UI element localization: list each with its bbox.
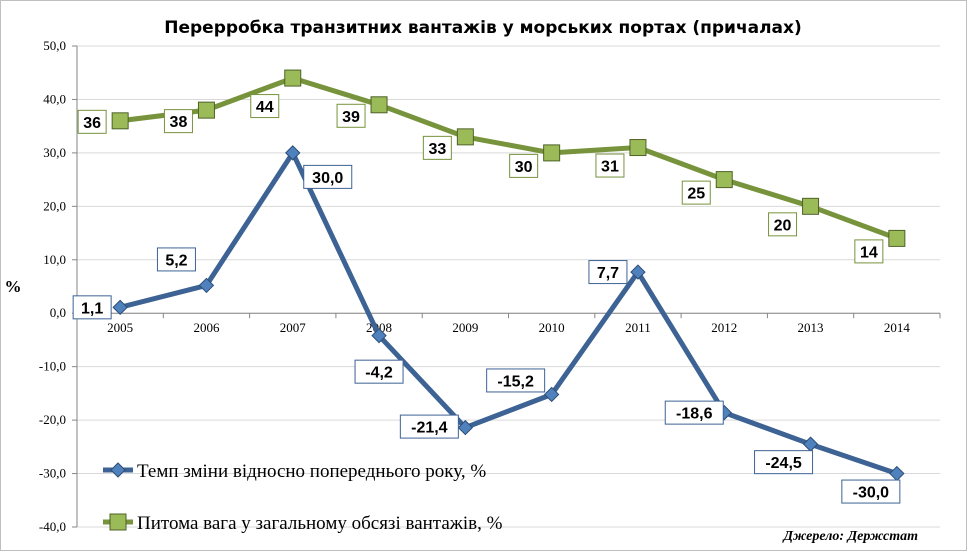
data-point-temp	[630, 264, 646, 280]
axes: 50,0 40,0 30,0 20,0 10,0 0,0 -10,0 -20,0 -30,0 -4…	[39, 38, 941, 534]
data-label-share: 30	[515, 159, 533, 176]
data-label-temp-box	[841, 479, 901, 504]
data-label-share-box	[163, 109, 193, 134]
data-label-temp: -15,2	[497, 373, 534, 390]
x-tick-label: 2010	[539, 320, 565, 335]
data-label-share: 33	[428, 141, 446, 158]
y-tick-label: 20,0	[43, 198, 66, 213]
data-point-temp	[285, 145, 301, 161]
data-label-share: 31	[601, 159, 619, 176]
data-point-share	[370, 96, 388, 114]
x-tick-label: 2009	[452, 320, 478, 335]
legend: Темп зміни відносно попереднього року, %…	[103, 461, 503, 534]
y-tick-label: 0,0	[50, 305, 66, 320]
series-group	[111, 69, 906, 482]
series-line-share	[117, 75, 900, 241]
data-point-temp	[112, 299, 128, 316]
y-tick-label: 30,0	[43, 145, 66, 160]
x-tick-label: 2007	[280, 320, 307, 335]
data-label-share: 20	[774, 217, 792, 234]
x-tick-label: 2005	[107, 320, 133, 335]
data-label-share-box	[854, 239, 884, 264]
x-tick-label: 2013	[798, 320, 824, 335]
data-point-temp	[543, 386, 560, 403]
data-label-temp: 30,0	[312, 170, 343, 187]
y-tick-label: 50,0	[43, 38, 66, 53]
data-label-share-box	[681, 180, 711, 205]
series-line-temp	[117, 150, 900, 477]
data-label-temp: 1,1	[81, 300, 103, 317]
data-point-temp	[457, 419, 474, 436]
data-label-temp: 7,7	[597, 265, 619, 282]
legend-label-temp: Темп зміни відносно попереднього року, %	[137, 461, 486, 482]
y-axis-label: %	[5, 277, 22, 296]
legend-marker-temp	[110, 462, 126, 478]
y-tick-label: -40,0	[39, 519, 66, 534]
data-label-temp-box	[588, 260, 628, 285]
data-label-temp-box	[303, 164, 353, 189]
data-label-temp: -18,6	[676, 406, 713, 423]
data-label-share: 36	[83, 115, 101, 132]
x-tick-label: 2006	[193, 320, 220, 335]
source-note: Джерело: Держстат	[781, 529, 918, 544]
data-point-share	[888, 229, 906, 247]
x-tick-label: 2014	[884, 320, 911, 335]
data-label-share-box	[595, 153, 625, 178]
data-label-temp: 5,2	[165, 252, 187, 269]
data-label-temp-box	[156, 247, 196, 272]
data-point-share	[715, 171, 733, 189]
data-label-share-box	[509, 153, 539, 178]
data-label-share: 25	[687, 186, 705, 203]
y-tick-label: -30,0	[39, 466, 66, 481]
data-label-temp: -4,2	[365, 365, 393, 382]
legend-marker-share	[109, 513, 127, 531]
data-point-share	[802, 197, 820, 215]
data-point-temp	[802, 436, 819, 452]
data-label-temp: -21,4	[411, 420, 448, 437]
y-tick-label: 40,0	[43, 91, 66, 106]
y-tick-label: -20,0	[39, 412, 66, 427]
data-point-share	[543, 144, 561, 162]
data-label-temp-box	[72, 295, 112, 320]
data-labels: 36 38 44 39 33 30 31 25 20 14 1,1 5,2 30,0 -4,2 -21,4 -…	[72, 94, 901, 504]
data-label-share-box	[336, 103, 366, 128]
data-label-temp-box	[486, 368, 546, 393]
data-point-share	[197, 101, 215, 119]
data-point-share	[284, 69, 302, 87]
data-label-share-box	[768, 212, 798, 237]
data-point-share	[111, 112, 129, 130]
data-label-share-box	[77, 109, 107, 134]
data-point-temp	[198, 277, 215, 294]
x-tick-label: 2011	[625, 320, 651, 335]
data-label-temp: -24,5	[765, 455, 802, 472]
x-tick-label: 2012	[711, 320, 737, 335]
data-label-share-box	[422, 135, 452, 160]
data-point-share	[456, 128, 474, 146]
data-label-share: 39	[342, 109, 360, 126]
data-label-share: 44	[256, 99, 274, 116]
y-tick-label: 10,0	[43, 252, 66, 267]
chart-title: Перерробка транзитних вантажів у морськи…	[164, 18, 802, 38]
data-label-share-box	[250, 94, 280, 119]
data-label-temp-box	[664, 400, 724, 425]
data-label-temp-box	[399, 414, 459, 439]
data-label-share: 14	[860, 244, 878, 261]
data-point-share	[629, 139, 647, 157]
data-label-share: 38	[170, 114, 188, 131]
data-label-temp-box	[354, 359, 404, 384]
data-label-temp-box	[754, 450, 814, 475]
data-point-temp	[889, 465, 905, 482]
legend-label-share: Питома вага у загальному обсязі вантажів…	[137, 513, 503, 534]
data-point-temp	[371, 327, 387, 344]
data-label-temp: -30,0	[853, 485, 890, 502]
y-tick-label: -10,0	[39, 359, 66, 374]
